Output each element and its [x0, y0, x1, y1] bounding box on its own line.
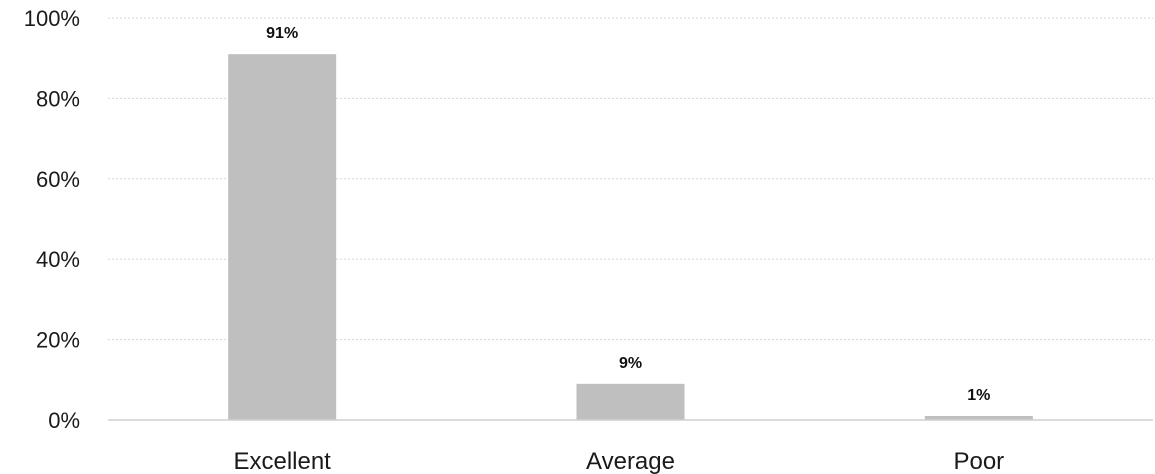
y-tick-label: 80%	[36, 86, 80, 111]
bar-excellent	[228, 54, 337, 421]
data-label-poor: 1%	[967, 387, 990, 404]
data-label-average: 9%	[619, 355, 642, 372]
y-tick-label: 100%	[24, 6, 80, 31]
data-label-excellent: 91%	[266, 25, 298, 42]
y-axis: 0% 20% 40% 60% 80% 100%	[24, 6, 80, 433]
y-tick-label: 40%	[36, 247, 80, 272]
y-tick-label: 0%	[48, 408, 80, 433]
bars	[228, 54, 1033, 421]
y-tick-label: 60%	[36, 167, 80, 192]
x-tick-label: Poor	[953, 448, 1004, 474]
bar-average	[576, 383, 685, 420]
x-tick-label: Average	[586, 448, 675, 474]
bar-poor	[924, 415, 1033, 420]
data-labels: 91% 9% 1%	[266, 25, 990, 404]
y-tick-label: 20%	[36, 328, 80, 353]
x-tick-label: Excellent	[233, 448, 331, 474]
x-axis: Excellent Average Poor	[108, 419, 1153, 474]
